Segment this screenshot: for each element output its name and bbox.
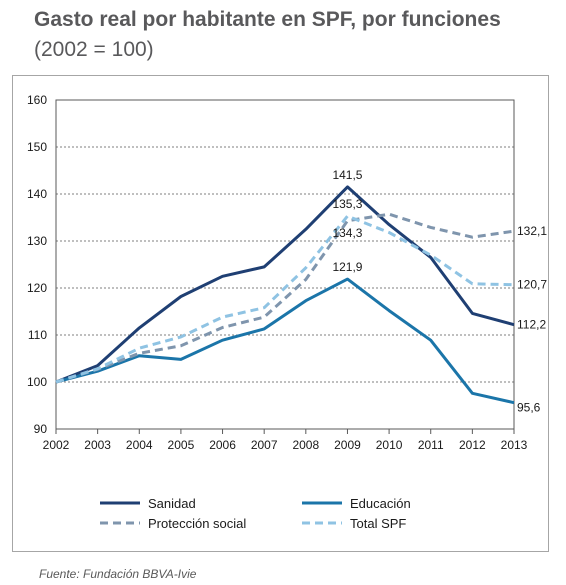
- y-tick-label: 140: [27, 187, 47, 201]
- source-note: Fuente: Fundación BBVA-Ivie: [39, 567, 197, 581]
- data-label: 141,5: [332, 168, 362, 182]
- x-tick-label: 2002: [43, 438, 70, 452]
- data-label: 134,3: [332, 226, 362, 240]
- legend-label: Total SPF: [350, 516, 406, 531]
- data-label: 95,6: [517, 401, 541, 415]
- x-tick-label: 2005: [168, 438, 195, 452]
- y-tick-label: 120: [27, 281, 47, 295]
- x-tick-label: 2007: [251, 438, 278, 452]
- x-tick-label: 2012: [459, 438, 486, 452]
- y-tick-label: 130: [27, 234, 47, 248]
- x-tick-label: 2008: [292, 438, 319, 452]
- data-label: 132,1: [517, 224, 547, 238]
- y-tick-label: 90: [34, 422, 48, 436]
- y-tick-label: 110: [28, 328, 47, 342]
- x-tick-label: 2009: [334, 438, 361, 452]
- y-tick-label: 150: [27, 140, 47, 154]
- y-tick-label: 160: [27, 93, 47, 107]
- x-tick-label: 2010: [376, 438, 403, 452]
- chart-subtitle: (2002 = 100): [34, 38, 154, 61]
- legend-label: Educación: [350, 496, 411, 511]
- legend-label: Protección social: [148, 516, 246, 531]
- data-label: 120,7: [517, 278, 547, 292]
- y-tick-label: 100: [27, 375, 47, 389]
- chart-title: Gasto real por habitante en SPF, por fun…: [34, 8, 501, 31]
- series-line-0: [55, 185, 515, 384]
- series-line-1: [55, 277, 515, 405]
- legend-label: Sanidad: [148, 496, 196, 511]
- data-label: 112,2: [517, 318, 546, 332]
- x-tick-label: 2004: [126, 438, 153, 452]
- x-tick-label: 2013: [501, 438, 528, 452]
- series-line-3: [55, 214, 515, 384]
- x-tick-label: 2006: [209, 438, 236, 452]
- data-label: 135,3: [332, 197, 362, 211]
- plot-area: [55, 99, 515, 430]
- series-line-2: [55, 212, 515, 384]
- data-label: 121,9: [332, 260, 362, 274]
- chart-frame: [12, 75, 549, 552]
- x-tick-label: 2011: [418, 438, 444, 452]
- x-tick-label: 2003: [84, 438, 111, 452]
